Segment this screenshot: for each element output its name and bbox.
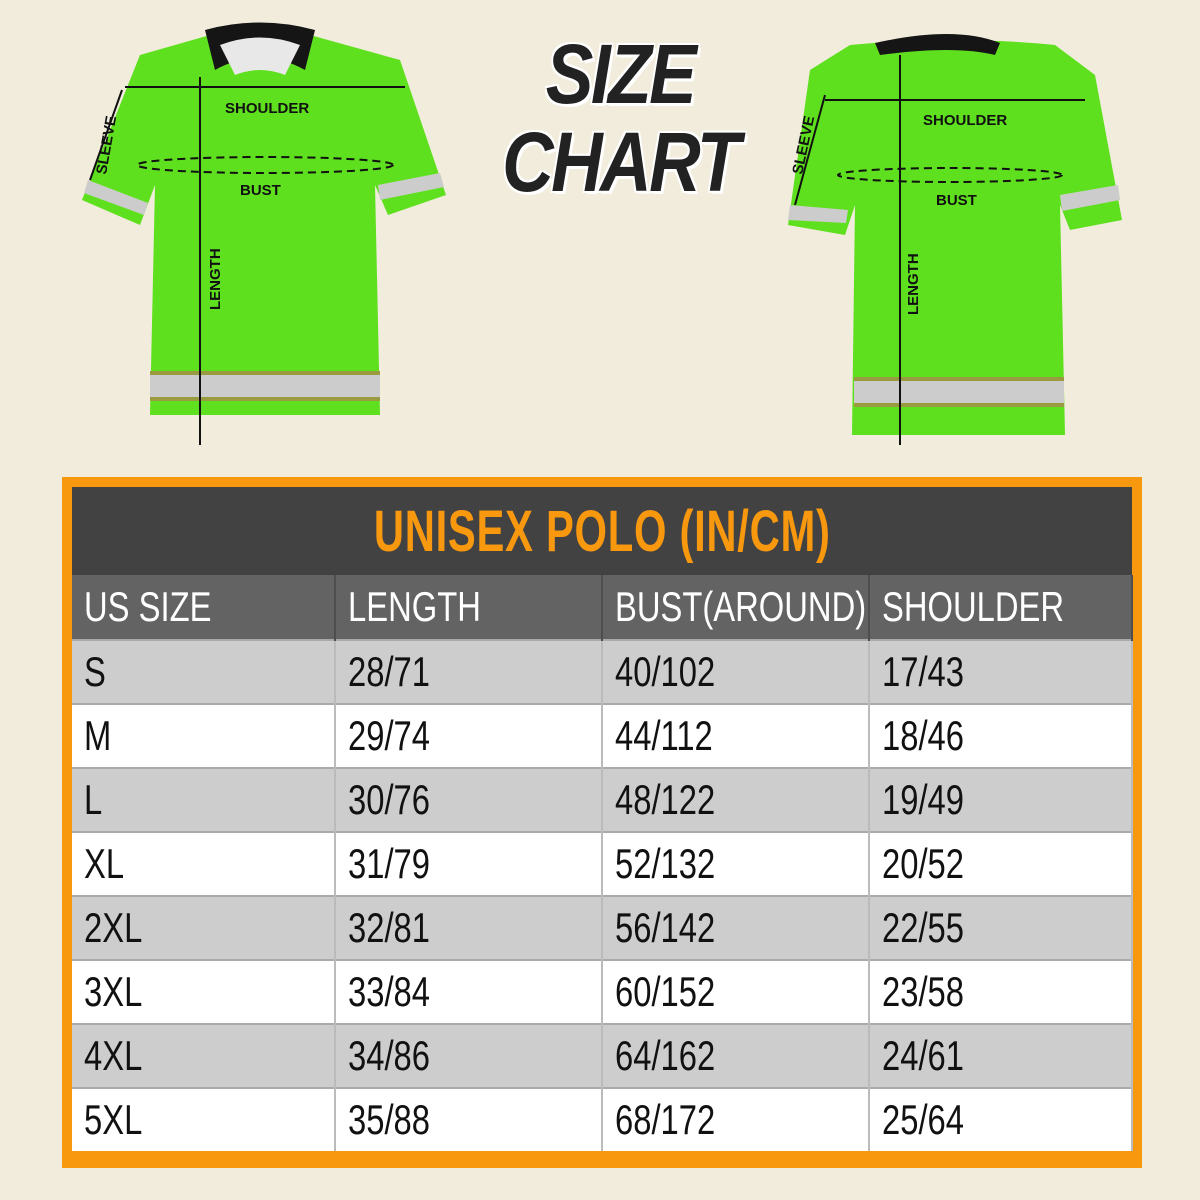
size-table: UNISEX POLO (IN/CM) US SIZE LENGTH BUST(… bbox=[72, 487, 1134, 1151]
table-row: M 29/74 44/112 18/46 bbox=[72, 703, 1134, 768]
table-row: 5XL 35/88 68/172 25/64 bbox=[72, 1087, 1134, 1151]
table-cell: 4XL bbox=[72, 1023, 336, 1088]
table-row: 3XL 33/84 60/152 23/58 bbox=[72, 959, 1134, 1024]
back-length-label: LENGTH bbox=[905, 253, 922, 315]
column-header-shoulder: SHOULDER bbox=[869, 575, 1134, 640]
table-cell: S bbox=[72, 639, 336, 704]
table-cell: M bbox=[72, 703, 336, 768]
table-cell: 64/162 bbox=[602, 1023, 870, 1088]
front-length-label: LENGTH bbox=[207, 248, 224, 310]
column-header-bust: BUST(AROUND) bbox=[602, 575, 870, 640]
table-cell: 44/112 bbox=[602, 703, 870, 768]
table-cell: 17/43 bbox=[869, 639, 1134, 704]
table-cell: 68/172 bbox=[602, 1087, 870, 1151]
table-row: 2XL 32/81 56/142 22/55 bbox=[72, 895, 1134, 960]
table-cell: L bbox=[72, 767, 336, 832]
table-row: L 30/76 48/122 19/49 bbox=[72, 767, 1134, 832]
table-row: XL 31/79 52/132 20/52 bbox=[72, 831, 1134, 896]
table-cell: 29/74 bbox=[335, 703, 603, 768]
column-header-us-size: US SIZE bbox=[72, 575, 336, 640]
table-cell: 48/122 bbox=[602, 767, 870, 832]
table-cell: 18/46 bbox=[869, 703, 1134, 768]
table-cell: 40/102 bbox=[602, 639, 870, 704]
back-shirt-illustration: SHOULDER BUST SLEEVE LENGTH bbox=[788, 34, 1122, 445]
table-cell: XL bbox=[72, 831, 336, 896]
table-cell: 20/52 bbox=[869, 831, 1134, 896]
table-cell: 3XL bbox=[72, 959, 336, 1024]
table-cell: 31/79 bbox=[335, 831, 603, 896]
table-cell: 5XL bbox=[72, 1087, 336, 1151]
table-cell: 19/49 bbox=[869, 767, 1134, 832]
table-cell: 35/88 bbox=[335, 1087, 603, 1151]
table-cell: 30/76 bbox=[335, 767, 603, 832]
size-chart-heading: SIZE CHART bbox=[470, 30, 770, 206]
table-cell: 24/61 bbox=[869, 1023, 1134, 1088]
heading-line-2: CHART bbox=[502, 115, 740, 209]
front-shirt-illustration: SHOULDER BUST SLEEVE LENGTH bbox=[82, 22, 446, 445]
column-header-length: LENGTH bbox=[335, 575, 603, 640]
table-title: UNISEX POLO (IN/CM) bbox=[72, 487, 1133, 575]
table-cell: 32/81 bbox=[335, 895, 603, 960]
table-cell: 56/142 bbox=[602, 895, 870, 960]
table-row: 4XL 34/86 64/162 24/61 bbox=[72, 1023, 1134, 1088]
table-cell: 34/86 bbox=[335, 1023, 603, 1088]
back-bust-label: BUST bbox=[936, 192, 977, 209]
back-shoulder-label: SHOULDER bbox=[923, 112, 1007, 129]
table-cell: 28/71 bbox=[335, 639, 603, 704]
table-cell: 52/132 bbox=[602, 831, 870, 896]
size-table-container: UNISEX POLO (IN/CM) US SIZE LENGTH BUST(… bbox=[62, 477, 1142, 1168]
table-cell: 22/55 bbox=[869, 895, 1134, 960]
table-cell: 2XL bbox=[72, 895, 336, 960]
table-cell: 33/84 bbox=[335, 959, 603, 1024]
heading-line-1: SIZE bbox=[545, 27, 697, 121]
front-bust-label: BUST bbox=[240, 182, 281, 199]
table-cell: 23/58 bbox=[869, 959, 1134, 1024]
table-cell: 25/64 bbox=[869, 1087, 1134, 1151]
table-cell: 60/152 bbox=[602, 959, 870, 1024]
table-row: S 28/71 40/102 17/43 bbox=[72, 639, 1134, 704]
front-shoulder-label: SHOULDER bbox=[225, 100, 309, 117]
